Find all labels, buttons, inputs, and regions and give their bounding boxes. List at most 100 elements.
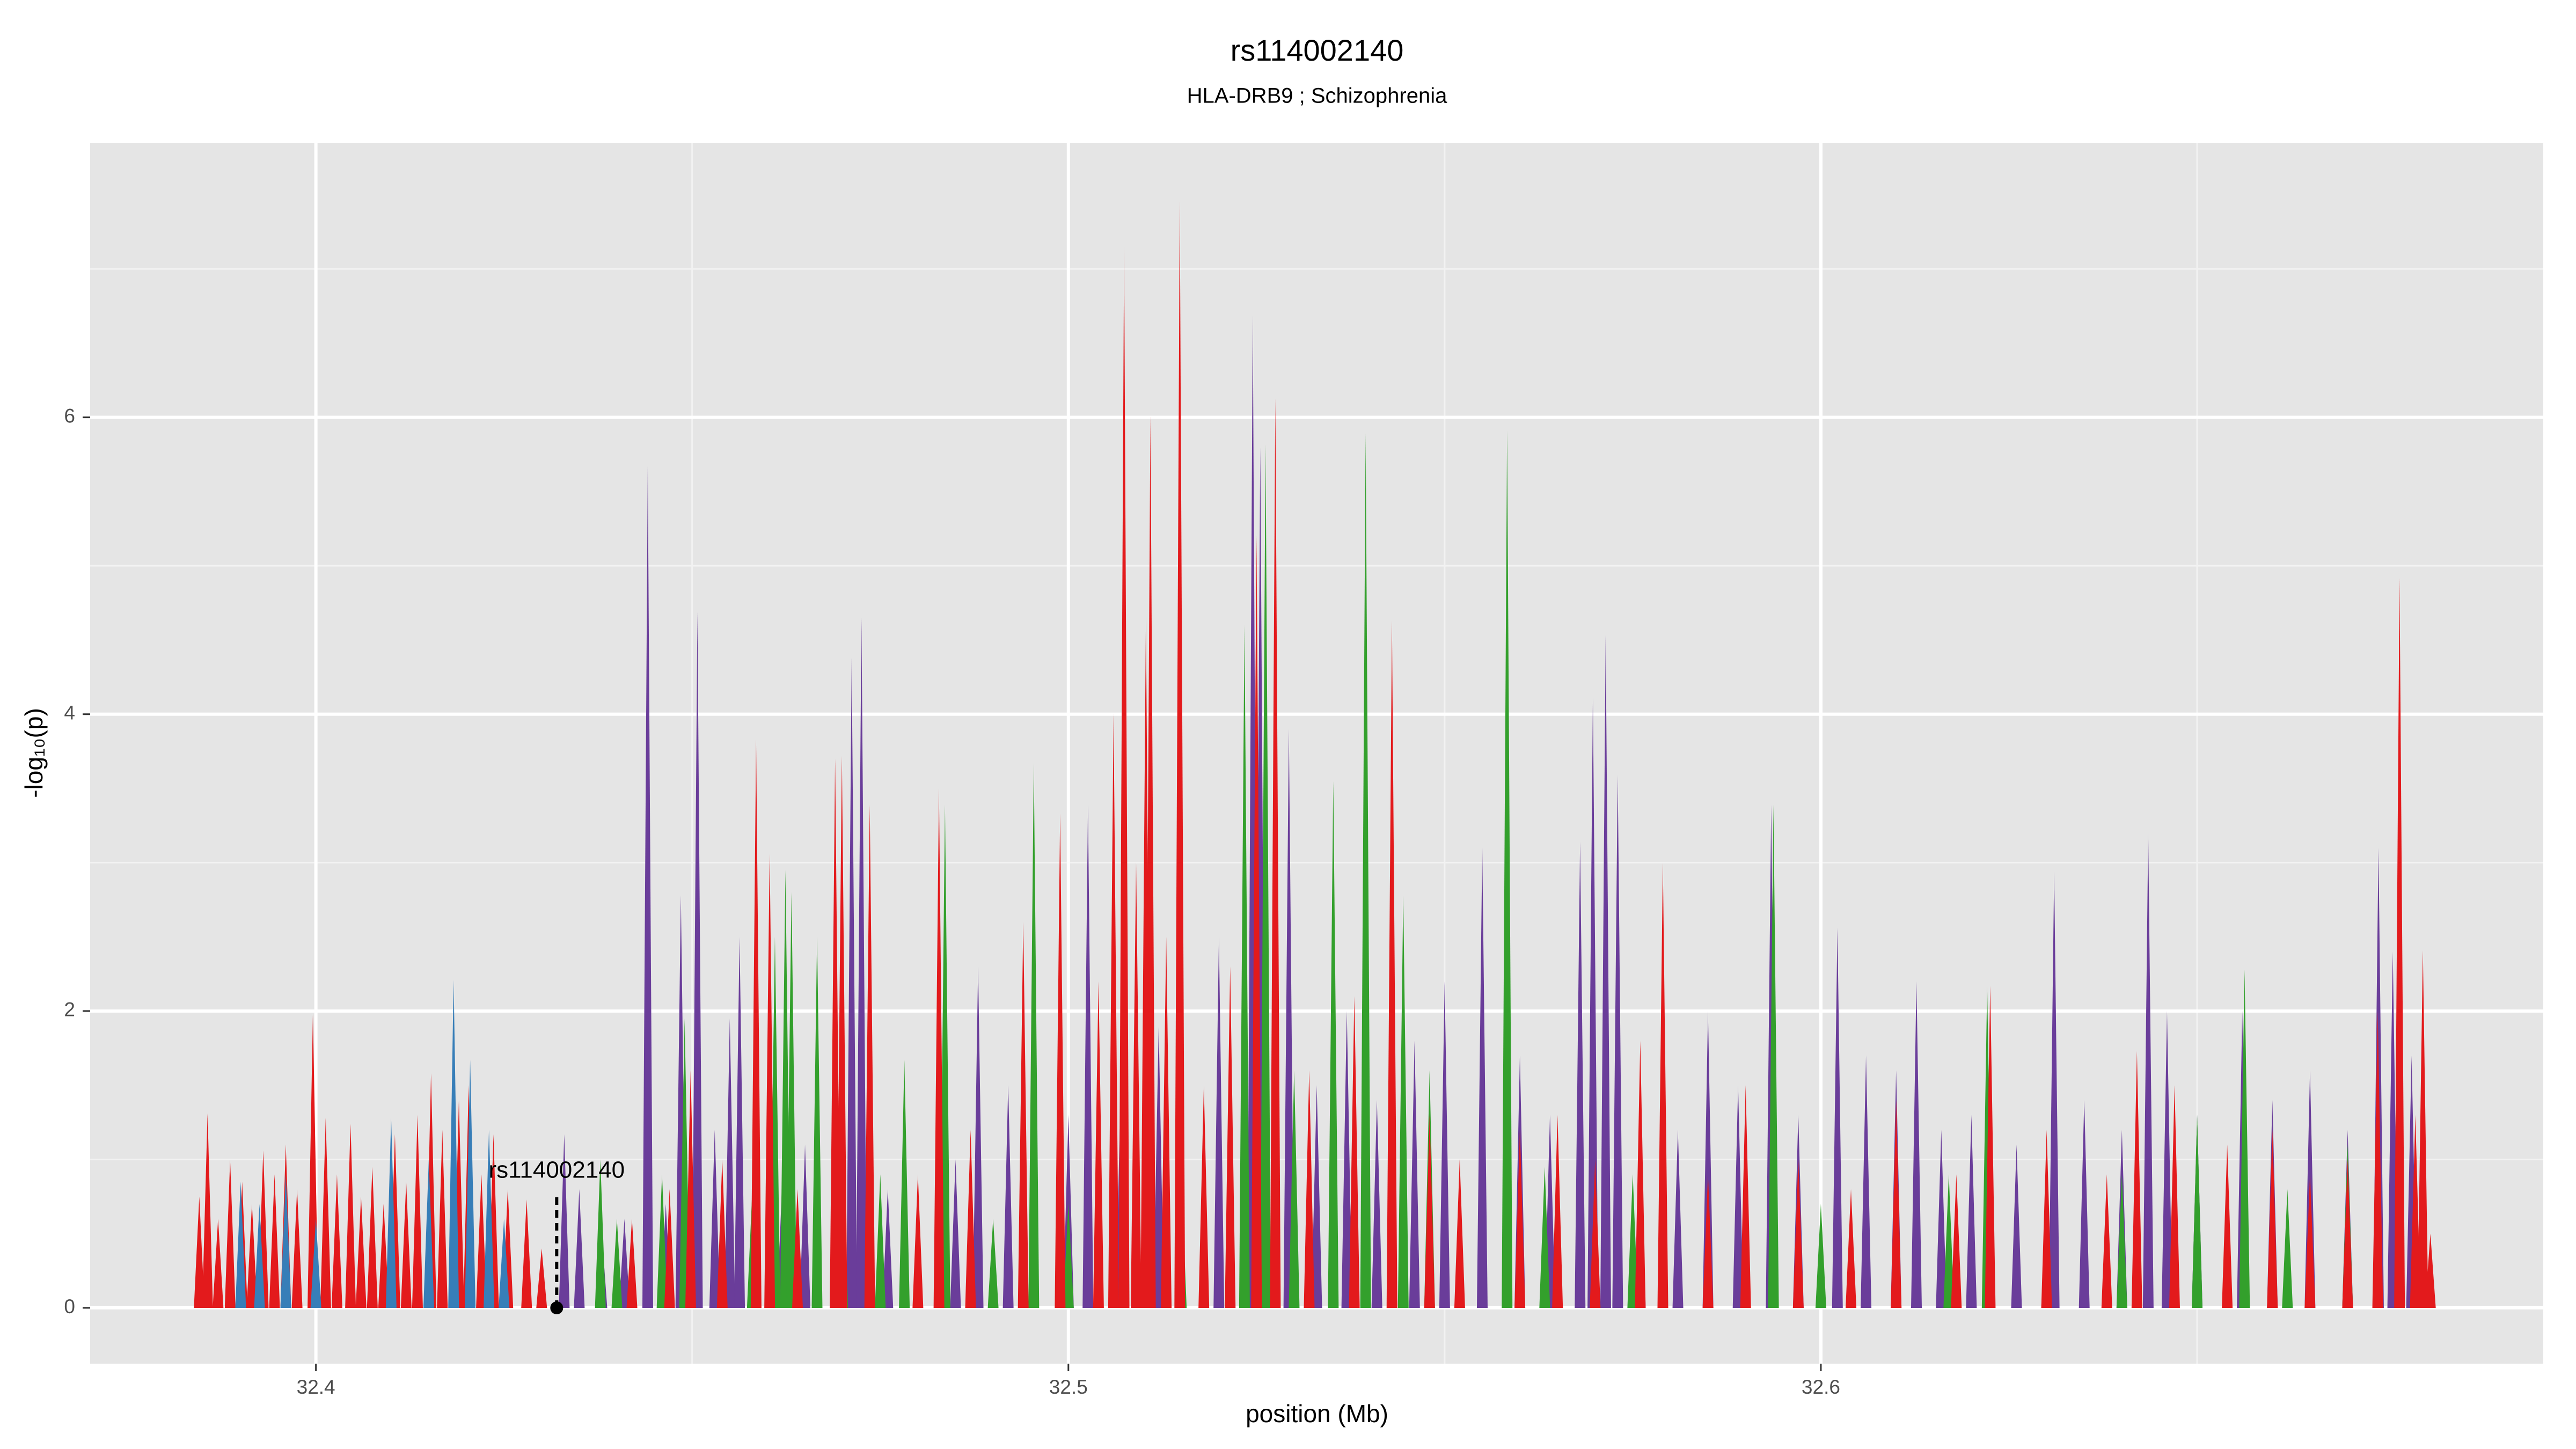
spike [194, 1196, 205, 1308]
spike [933, 788, 945, 1308]
spike [965, 1130, 976, 1308]
spike [664, 1189, 675, 1308]
spike [367, 1167, 378, 1308]
spike [875, 1174, 886, 1308]
spike [1740, 1085, 1751, 1308]
spike [499, 1219, 510, 1308]
spike [1600, 635, 1611, 1308]
spike [1108, 714, 1119, 1308]
spike [1846, 1189, 1857, 1308]
spike [1055, 814, 1066, 1308]
x-tick-label: 32.6 [1802, 1376, 1840, 1398]
spike [972, 966, 984, 1308]
spike [412, 1115, 423, 1308]
spike [595, 1159, 606, 1308]
spike [2267, 1130, 2278, 1308]
spike [280, 1174, 291, 1308]
spike [1409, 1041, 1420, 1308]
spike [1951, 1174, 1962, 1308]
spike [1386, 620, 1397, 1308]
spike [1328, 781, 1339, 1308]
spike [692, 611, 703, 1308]
spike [476, 1174, 487, 1308]
spike [830, 758, 841, 1308]
spike [254, 1204, 265, 1308]
spike [1130, 862, 1141, 1308]
spike [2079, 1100, 2090, 1308]
spike [1657, 862, 1668, 1308]
plot-area [194, 200, 2436, 1308]
spike [2342, 1159, 2353, 1308]
spike [1424, 1115, 1435, 1308]
spike [2131, 1051, 2142, 1308]
spike [1145, 415, 1156, 1308]
spike [864, 804, 875, 1308]
spike [734, 936, 745, 1308]
spike [1161, 936, 1172, 1308]
spike [1911, 981, 1922, 1308]
spike [1832, 928, 1843, 1308]
spike [1270, 398, 1281, 1308]
spike [685, 1070, 696, 1308]
spike [1225, 966, 1236, 1308]
spike [1590, 1159, 1601, 1308]
spike [2417, 950, 2428, 1308]
chart-subtitle: HLA-DRB9 ; Schizophrenia [1187, 84, 1447, 108]
spike [1966, 1115, 1977, 1308]
spike [1985, 985, 1996, 1308]
spike [750, 739, 762, 1308]
spike [882, 1189, 894, 1308]
spike [1943, 1174, 1955, 1308]
spike [1702, 1174, 1714, 1308]
spike [1002, 1085, 1014, 1308]
annotation-point [550, 1301, 564, 1315]
spike [400, 1181, 412, 1308]
spike [1283, 729, 1294, 1308]
spike [1063, 1204, 1074, 1308]
spike [1587, 698, 1599, 1308]
spike [378, 1204, 389, 1308]
spike [1304, 1070, 1315, 1308]
spike [521, 1199, 532, 1308]
spike [1349, 996, 1360, 1308]
spike [786, 892, 797, 1308]
spike [355, 1196, 367, 1308]
spike [2239, 969, 2250, 1308]
spike [1454, 1159, 1465, 1308]
annotation-label: rs114002140 [489, 1157, 625, 1183]
spike [2425, 1233, 2436, 1308]
spike [1360, 434, 1371, 1308]
spike [987, 1219, 999, 1308]
spike [716, 1159, 728, 1308]
spike [619, 1219, 630, 1308]
spike [246, 1204, 258, 1308]
spike [2169, 1085, 2180, 1308]
spike [1815, 1204, 1826, 1308]
spike [1028, 763, 1040, 1308]
spike [320, 1118, 331, 1308]
spike [202, 1113, 213, 1308]
y-axis-label: -log₁₀(p) [20, 708, 48, 798]
spike [1174, 200, 1185, 1308]
spike [811, 936, 823, 1308]
spike [1341, 1011, 1352, 1308]
spike [1439, 981, 1450, 1308]
spike [1635, 1041, 1646, 1308]
annotation-group: rs114002140 [489, 1157, 625, 1315]
spike [1539, 1167, 1550, 1308]
spike [1552, 1115, 1563, 1308]
spike [1153, 1026, 1165, 1308]
spike [2372, 1011, 2383, 1308]
spike [642, 466, 653, 1308]
spike [331, 1174, 342, 1308]
spike [1118, 246, 1130, 1308]
spike [1502, 430, 1513, 1308]
spike [800, 1144, 811, 1308]
spike [950, 1159, 961, 1308]
spike [1514, 1130, 1526, 1308]
spike [574, 1189, 585, 1308]
spike [1093, 981, 1104, 1308]
spike [1575, 841, 1586, 1308]
